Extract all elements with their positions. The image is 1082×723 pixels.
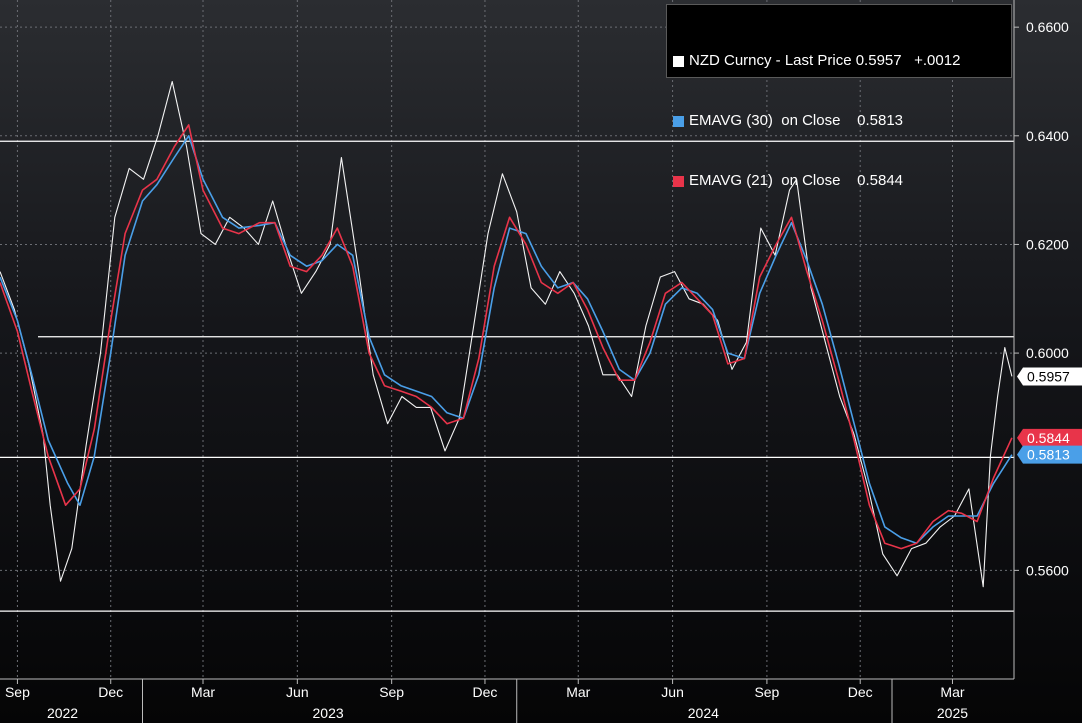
y-tick-label-3: 0.6400 [1026, 128, 1069, 144]
axis-badge-1: 0.5844 [1017, 428, 1082, 447]
axis-badge-bg-1 [1017, 428, 1082, 447]
x-tick-label-3: Jun [286, 684, 309, 700]
legend-swatch-price [673, 55, 684, 67]
x-year-label-0: 2022 [47, 705, 78, 721]
legend-label-ema30: EMAVG (30) on Close [689, 112, 841, 129]
x-tick-label-5: Dec [473, 684, 498, 700]
x-tick-label-2: Mar [191, 684, 215, 700]
axis-badge-0: 0.5957 [1017, 367, 1082, 386]
y-tick-label-4: 0.6600 [1026, 19, 1069, 35]
legend-value-price: 0.5957 [855, 52, 902, 69]
x-tick-label-4: Sep [379, 684, 404, 700]
x-year-label-1: 2023 [313, 705, 344, 721]
x-tick-label-10: Mar [940, 684, 964, 700]
x-tick-label-0: Sep [5, 684, 30, 700]
legend-value-ema21: 0.5844 [857, 172, 904, 189]
legend-entry-price: NZD Curncy - Last Price 0.5957 +.0012 [673, 51, 1005, 71]
axis-badge-2: 0.5813 [1017, 445, 1082, 464]
series-line-0 [0, 80, 1013, 588]
x-year-label-2: 2024 [688, 705, 719, 721]
reference-lines [0, 140, 1014, 612]
y-tick-label-0: 0.5600 [1026, 562, 1069, 578]
axis-badge-bg-2 [1017, 445, 1082, 464]
axis-badge-label-1: 0.5844 [1027, 430, 1070, 446]
legend-entry-ema21: EMAVG (21) on Close 0.5844 [673, 171, 1005, 191]
axis-badge-label-0: 0.5957 [1027, 368, 1070, 384]
y-tick-label-1: 0.6000 [1026, 345, 1069, 361]
x-year-label-3: 2025 [937, 705, 968, 721]
x-tick-label-6: Mar [566, 684, 590, 700]
series-line-2 [0, 124, 1013, 550]
legend-label-price: NZD Curncy - Last Price [689, 52, 852, 69]
legend-label-ema21: EMAVG (21) on Close [689, 172, 841, 189]
legend-entry-ema30: EMAVG (30) on Close 0.5813 [673, 111, 1005, 131]
x-tick-label-7: Jun [661, 684, 684, 700]
legend-change-price: +.0012 [914, 52, 961, 69]
series-line-1 [0, 135, 1013, 545]
y-tick-label-2: 0.6200 [1026, 236, 1069, 252]
x-tick-label-1: Dec [98, 684, 123, 700]
legend-swatch-ema30 [673, 115, 684, 127]
x-tick-label-9: Dec [848, 684, 873, 700]
axis-badge-label-2: 0.5813 [1027, 447, 1070, 463]
legend-swatch-ema21 [673, 175, 684, 187]
legend-value-ema30: 0.5813 [857, 112, 904, 129]
axis-badge-bg-0 [1017, 367, 1082, 386]
chart-legend: NZD Curncy - Last Price 0.5957 +.0012 EM… [666, 4, 1012, 189]
x-tick-label-8: Sep [754, 684, 779, 700]
series-lines [0, 80, 1013, 588]
